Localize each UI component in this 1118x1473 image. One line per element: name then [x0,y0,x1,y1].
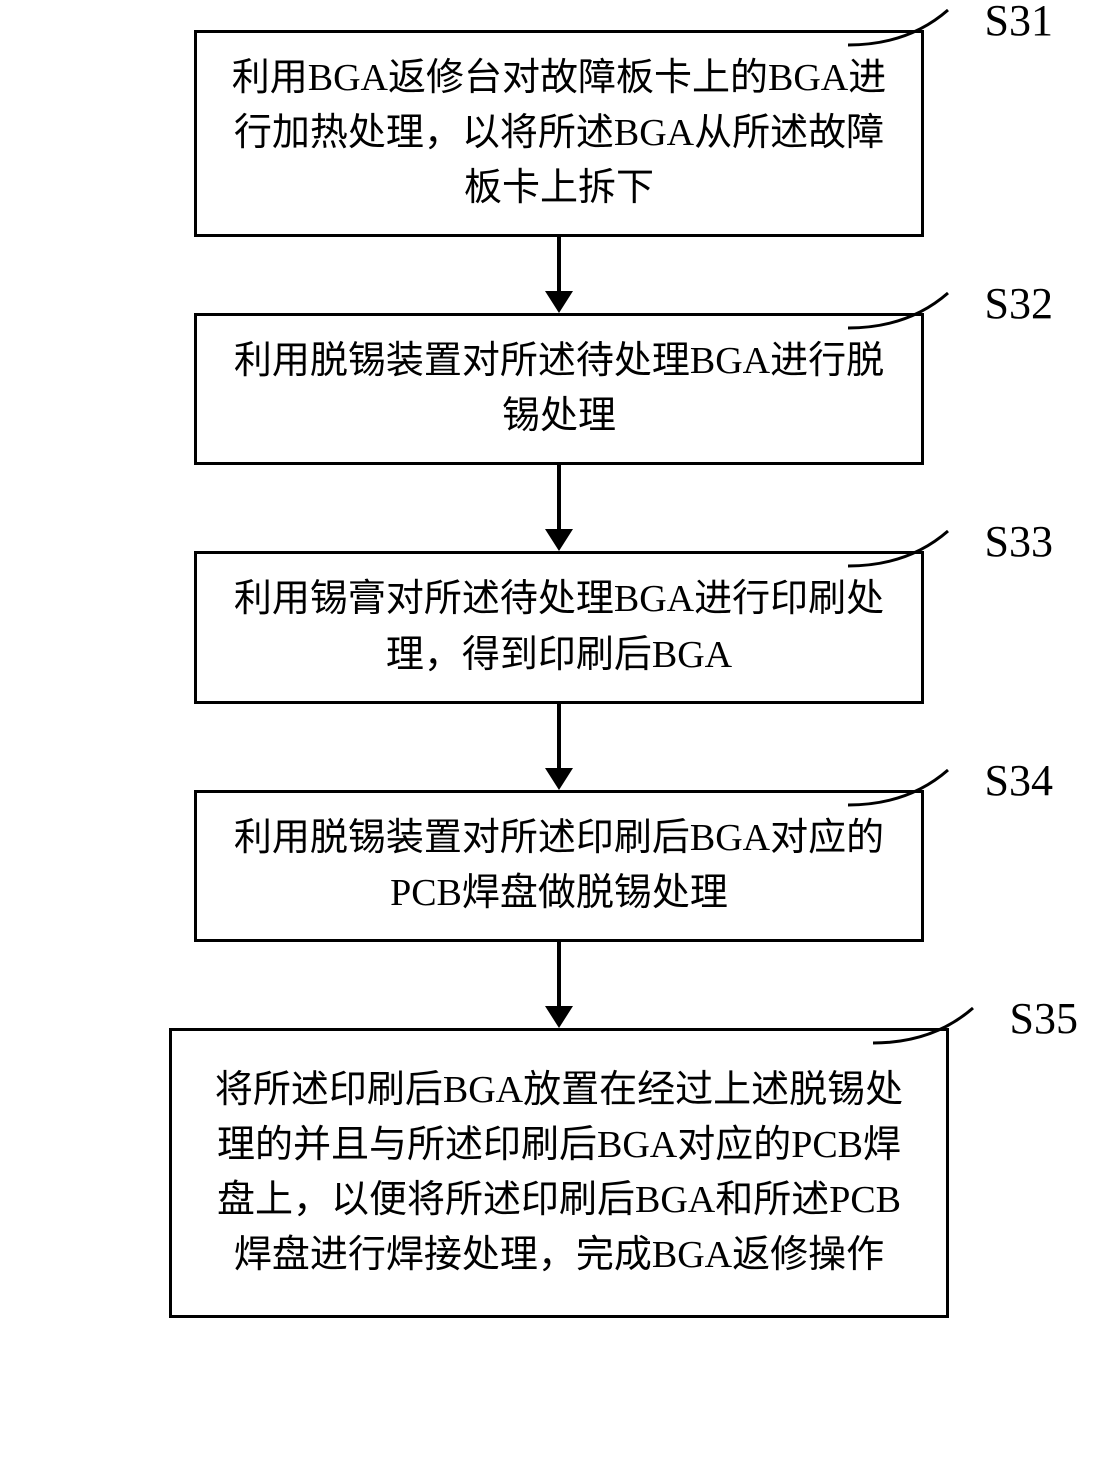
arrow-s34-s35 [545,942,573,1028]
step-container-s33: 利用锡膏对所述待处理BGA进行印刷处理，得到印刷后BGA S33 [60,551,1058,703]
step-container-s35: 将所述印刷后BGA放置在经过上述脱锡处理的并且与所述印刷后BGA对应的PCB焊盘… [60,1028,1058,1318]
step-box-s34: 利用脱锡装置对所述印刷后BGA对应的PCB焊盘做脱锡处理 [194,790,924,942]
step-text-s31: 利用BGA返修台对故障板卡上的BGA进行加热处理，以将所述BGA从所述故障板卡上… [227,51,891,216]
step-box-s35: 将所述印刷后BGA放置在经过上述脱锡处理的并且与所述印刷后BGA对应的PCB焊盘… [169,1028,949,1318]
step-text-s35: 将所述印刷后BGA放置在经过上述脱锡处理的并且与所述印刷后BGA对应的PCB焊盘… [202,1063,916,1283]
step-label-s31: S31 [985,0,1053,46]
connector-curve-s35 [873,1003,993,1063]
connector-curve-s32 [848,288,968,348]
step-label-s35: S35 [1010,993,1078,1044]
arrow-s31-s32 [545,237,573,313]
connector-curve-s33 [848,526,968,586]
step-box-s33: 利用锡膏对所述待处理BGA进行印刷处理，得到印刷后BGA [194,551,924,703]
step-label-s32: S32 [985,278,1053,329]
arrow-s33-s34 [545,704,573,790]
step-text-s34: 利用脱锡装置对所述印刷后BGA对应的PCB焊盘做脱锡处理 [227,811,891,921]
step-text-s33: 利用锡膏对所述待处理BGA进行印刷处理，得到印刷后BGA [227,572,891,682]
arrow-s32-s33 [545,465,573,551]
step-container-s31: 利用BGA返修台对故障板卡上的BGA进行加热处理，以将所述BGA从所述故障板卡上… [60,30,1058,237]
connector-curve-s31 [848,5,968,65]
connector-curve-s34 [848,765,968,825]
step-container-s32: 利用脱锡装置对所述待处理BGA进行脱锡处理 S32 [60,313,1058,465]
flowchart-container: 利用BGA返修台对故障板卡上的BGA进行加热处理，以将所述BGA从所述故障板卡上… [60,30,1058,1318]
step-container-s34: 利用脱锡装置对所述印刷后BGA对应的PCB焊盘做脱锡处理 S34 [60,790,1058,942]
step-box-s31: 利用BGA返修台对故障板卡上的BGA进行加热处理，以将所述BGA从所述故障板卡上… [194,30,924,237]
step-label-s34: S34 [985,755,1053,806]
step-text-s32: 利用脱锡装置对所述待处理BGA进行脱锡处理 [227,334,891,444]
step-box-s32: 利用脱锡装置对所述待处理BGA进行脱锡处理 [194,313,924,465]
step-label-s33: S33 [985,516,1053,567]
